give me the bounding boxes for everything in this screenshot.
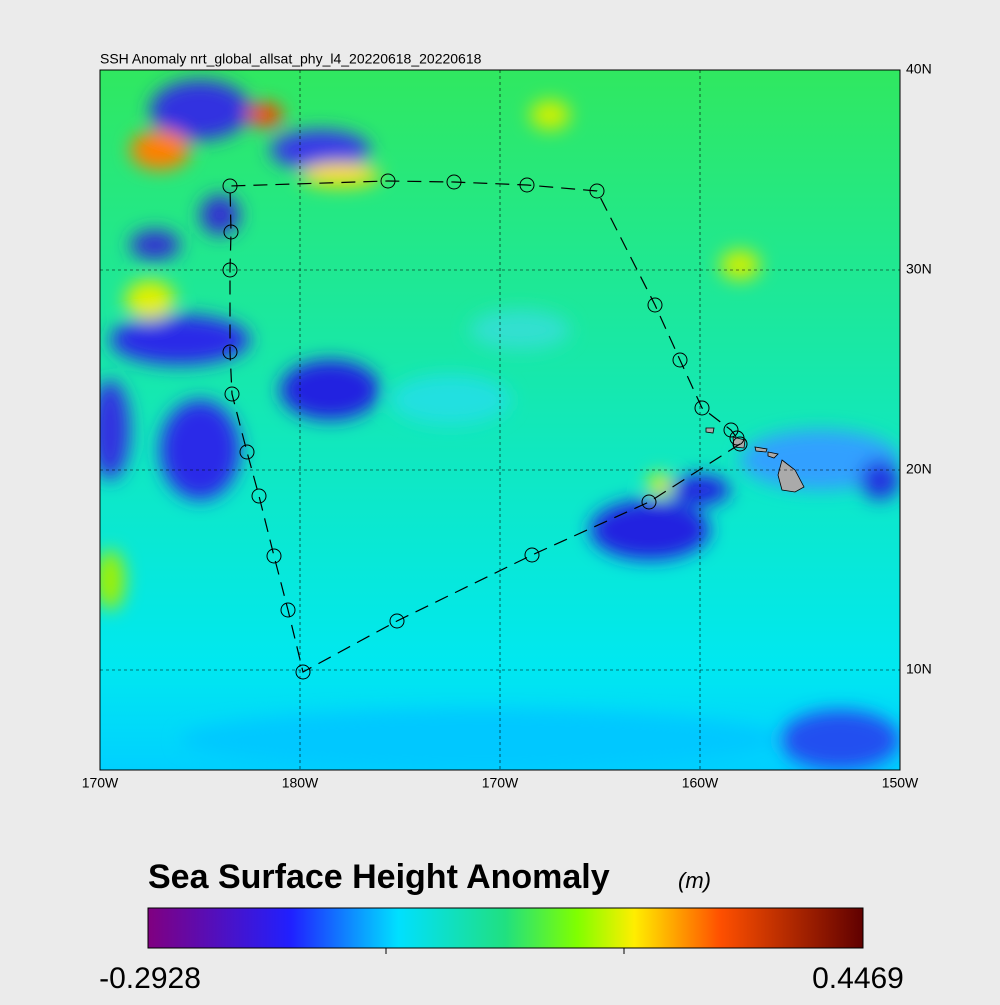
waypoint bbox=[641, 494, 657, 510]
x-tick-label: 150W bbox=[882, 775, 919, 791]
waypoint bbox=[694, 400, 710, 416]
waypoint bbox=[222, 344, 238, 360]
waypoint bbox=[519, 177, 535, 193]
x-tick-label: 160W bbox=[682, 775, 719, 791]
waypoint bbox=[389, 613, 405, 629]
colorbar-title: Sea Surface Height Anomaly bbox=[148, 858, 610, 896]
waypoint bbox=[672, 352, 688, 368]
y-tick-label: 30N bbox=[906, 261, 932, 277]
waypoint bbox=[380, 173, 396, 189]
waypoint bbox=[280, 602, 296, 618]
x-tick-label: 170W bbox=[82, 775, 119, 791]
waypoint bbox=[729, 430, 745, 446]
track-line bbox=[229, 180, 741, 673]
waypoint bbox=[524, 547, 540, 563]
waypoint bbox=[222, 262, 238, 278]
waypoint bbox=[222, 178, 238, 194]
colorbar-units: (m) bbox=[678, 868, 711, 893]
waypoint bbox=[266, 548, 282, 564]
ssh-field bbox=[100, 70, 900, 770]
y-tick-label: 40N bbox=[906, 61, 932, 77]
map-frame bbox=[99, 69, 901, 771]
map-title: SSH Anomaly nrt_global_allsat_phy_l4_202… bbox=[100, 51, 482, 67]
waypoint bbox=[223, 224, 239, 240]
colorbar-max: 0.4469 bbox=[812, 962, 904, 995]
colorbar bbox=[147, 907, 864, 949]
waypoint bbox=[251, 488, 267, 504]
x-tick-label: 170W bbox=[482, 775, 519, 791]
x-tick-label: 180W bbox=[282, 775, 319, 791]
waypoint bbox=[295, 664, 311, 680]
y-tick-label: 20N bbox=[906, 461, 932, 477]
waypoint bbox=[723, 422, 739, 438]
islands bbox=[705, 427, 805, 493]
y-tick-label: 10N bbox=[906, 661, 932, 677]
waypoint bbox=[239, 444, 255, 460]
colorbar-min: -0.2928 bbox=[99, 962, 201, 995]
waypoint bbox=[224, 386, 240, 402]
waypoint bbox=[446, 174, 462, 190]
waypoint bbox=[589, 183, 605, 199]
waypoint bbox=[647, 297, 663, 313]
